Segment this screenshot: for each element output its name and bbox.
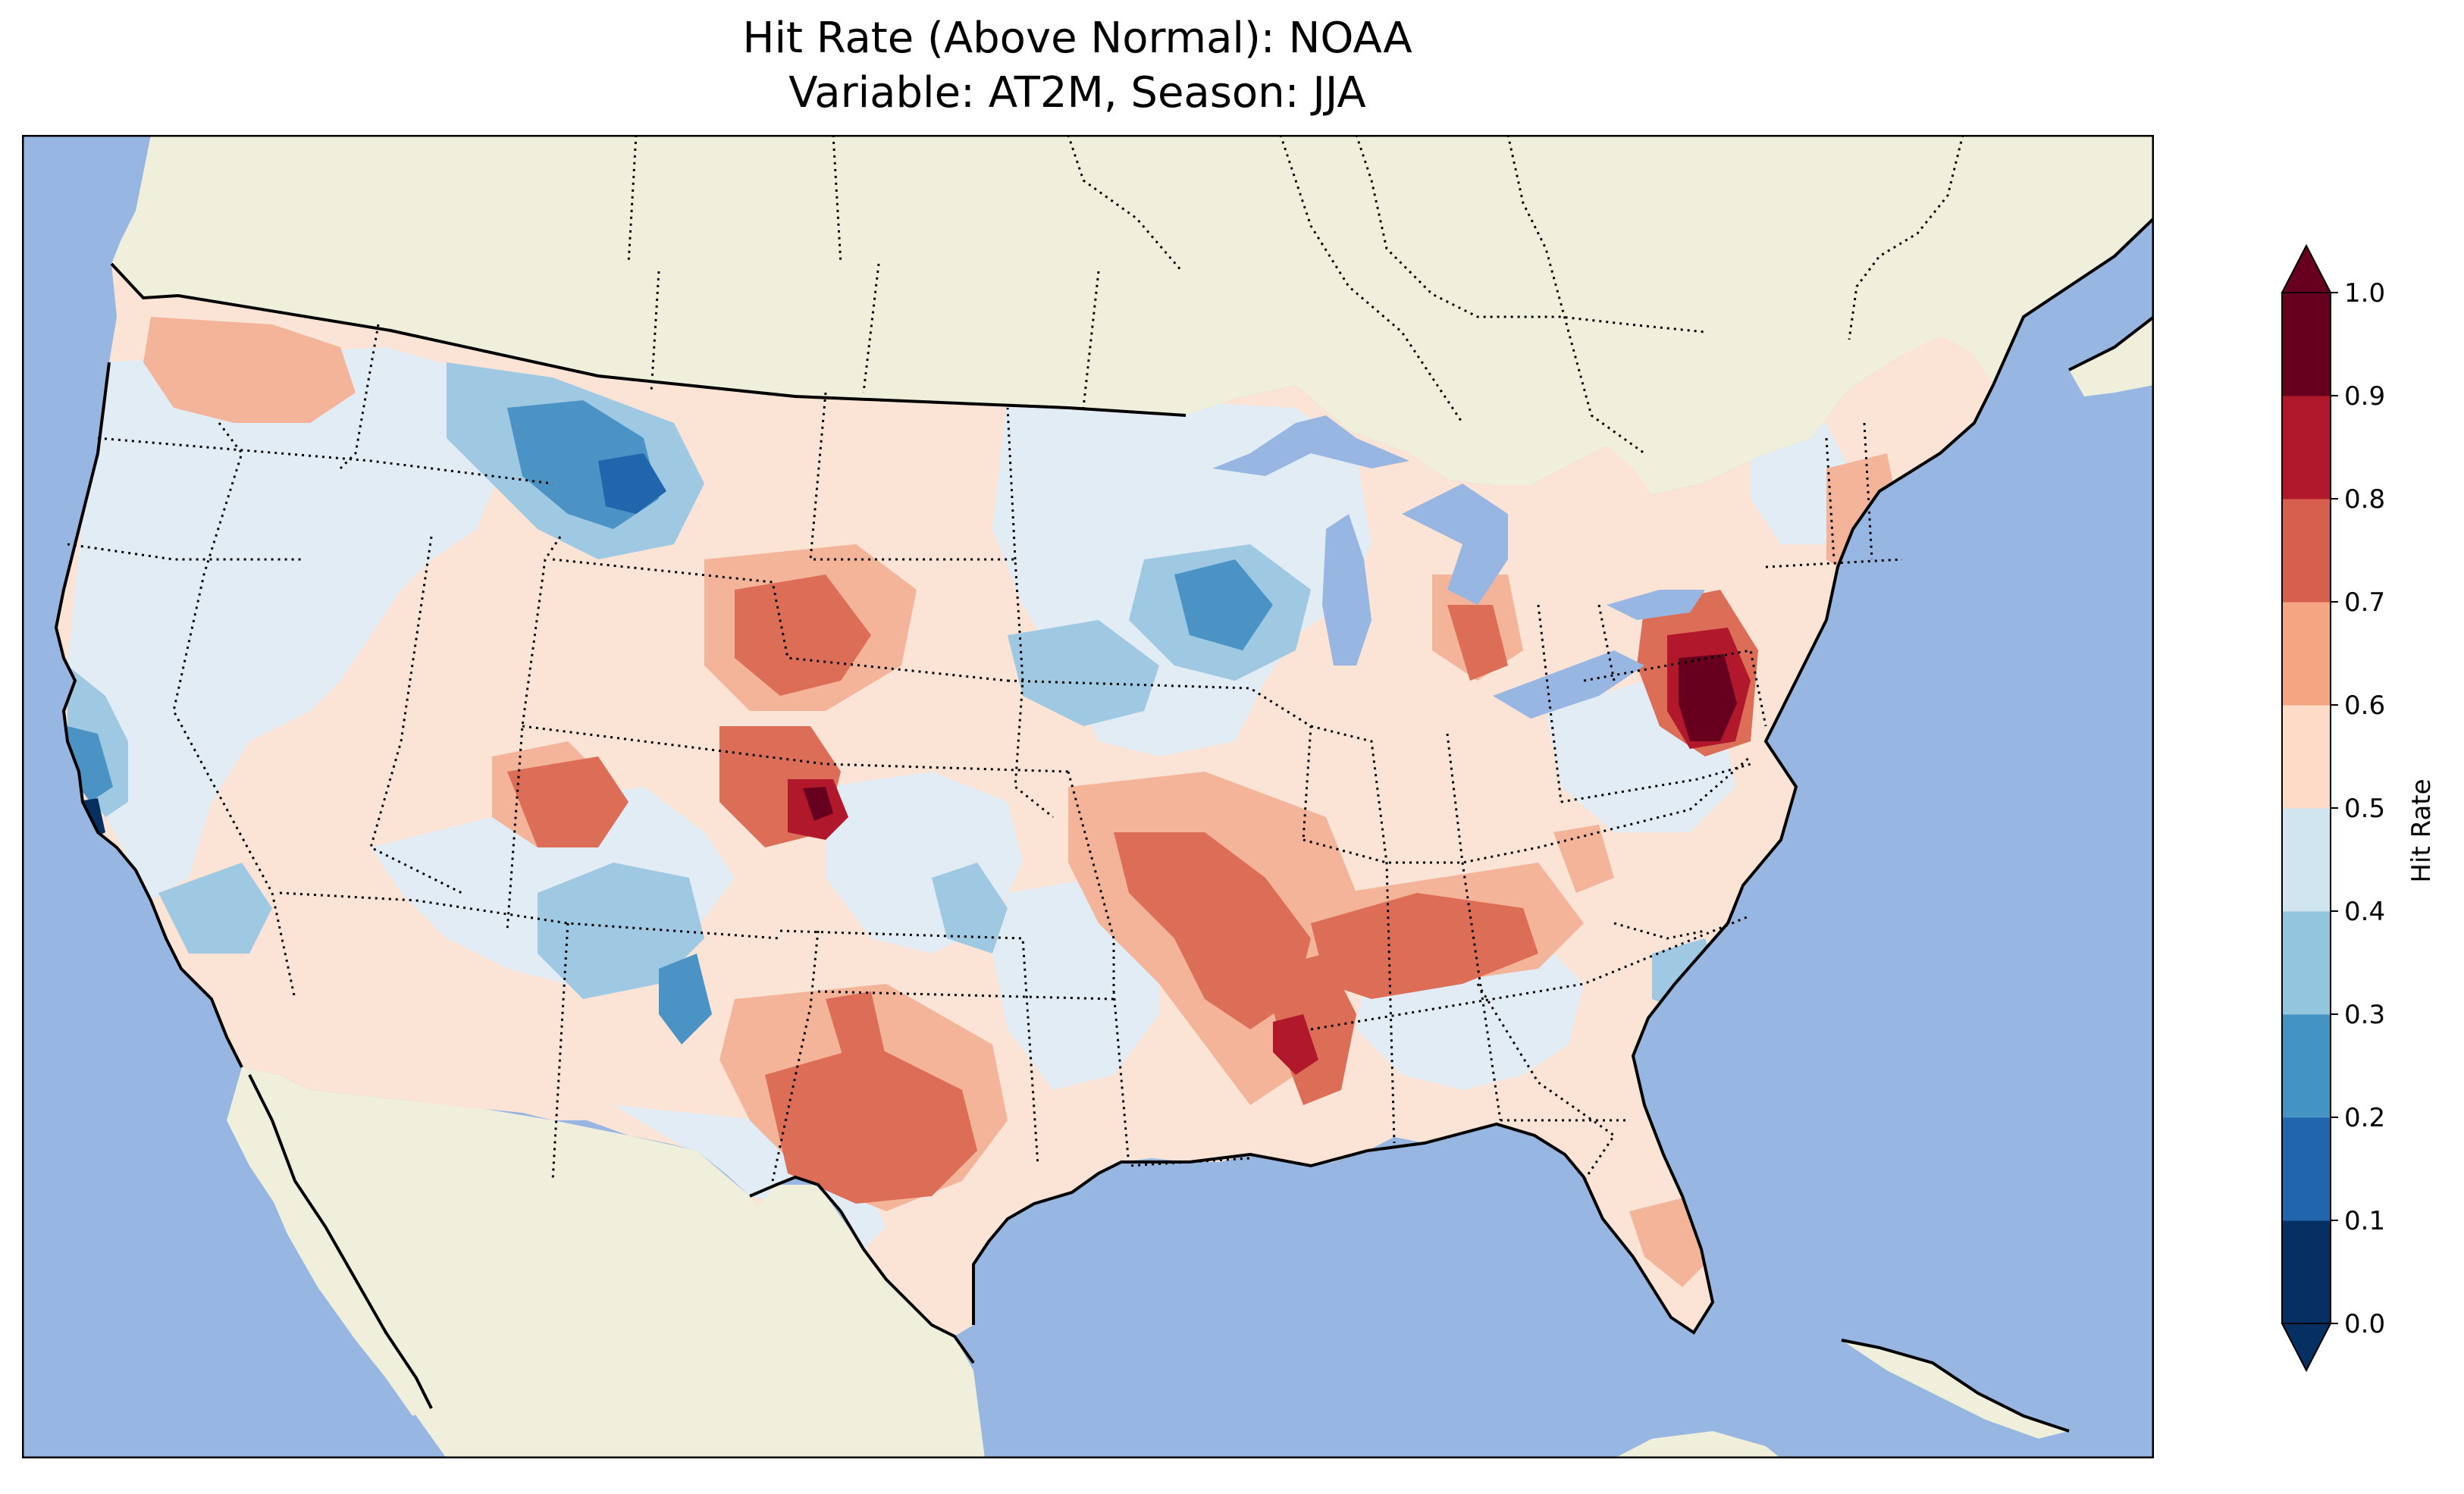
state-boundaries [67, 135, 1964, 1182]
colorbar-tick-label: 0.6 [2344, 691, 2385, 721]
colorbar-tick-label: 0.5 [2344, 794, 2385, 824]
colorbar-segment [2282, 293, 2331, 396]
great-lakes [1212, 415, 1705, 719]
colorbar-ticks: 0.0 0.1 0.2 0.3 0.4 0.5 0.6 0.7 0.8 0.9 1.0 [2331, 278, 2385, 1339]
colorbar-label: Hit Rate [2406, 778, 2437, 882]
baja-land [249, 1075, 431, 1416]
colorbar-segment [2282, 396, 2331, 500]
colorbar-extend-max [2281, 243, 2332, 293]
heatmap-field [67, 317, 1902, 1287]
canada-land [111, 135, 2154, 495]
colorbar-extend-min [2281, 1323, 2332, 1373]
cuba-land [1842, 1340, 2069, 1439]
map-subtitle: Variable: AT2M, Season: JJA [788, 68, 1366, 117]
colorbar-tick-label: 0.9 [2344, 381, 2385, 412]
colorbar: 0.0 0.1 0.2 0.3 0.4 0.5 0.6 0.7 0.8 0.9 1.0 Hit Ra… [2281, 243, 2437, 1373]
colorbar-tick-label: 1.0 [2344, 278, 2385, 309]
colorbar-tick-label: 0.7 [2344, 587, 2385, 618]
yucatan-land [1614, 1431, 1781, 1458]
colorbar-tick-label: 0.0 [2344, 1309, 2385, 1339]
colorbar-segment [2282, 1117, 2331, 1221]
colorbar-segment [2282, 1220, 2331, 1324]
colorbar-tick-label: 0.2 [2344, 1103, 2385, 1133]
map-title: Hit Rate (Above Normal): NOAA [742, 14, 1412, 63]
mexico-land [227, 1067, 985, 1458]
colorbar-segment [2282, 808, 2331, 912]
colorbar-tick-label: 0.4 [2344, 897, 2385, 927]
hit-rate-map [22, 135, 2154, 1458]
colorbar-segment [2282, 705, 2331, 809]
colorbar-segment [2282, 499, 2331, 603]
colorbar-segment [2282, 1014, 2331, 1118]
colorbar-tick-label: 0.1 [2344, 1206, 2385, 1236]
maritime-land [2069, 317, 2154, 396]
coastlines [54, 217, 2154, 1433]
colorbar-segment [2282, 602, 2331, 706]
map-frame [22, 135, 2154, 1458]
colorbar-segments [2281, 243, 2332, 1373]
colorbar-tick-label: 0.8 [2344, 484, 2385, 515]
colorbar-segment [2282, 911, 2331, 1015]
colorbar-tick-label: 0.3 [2344, 1000, 2385, 1030]
